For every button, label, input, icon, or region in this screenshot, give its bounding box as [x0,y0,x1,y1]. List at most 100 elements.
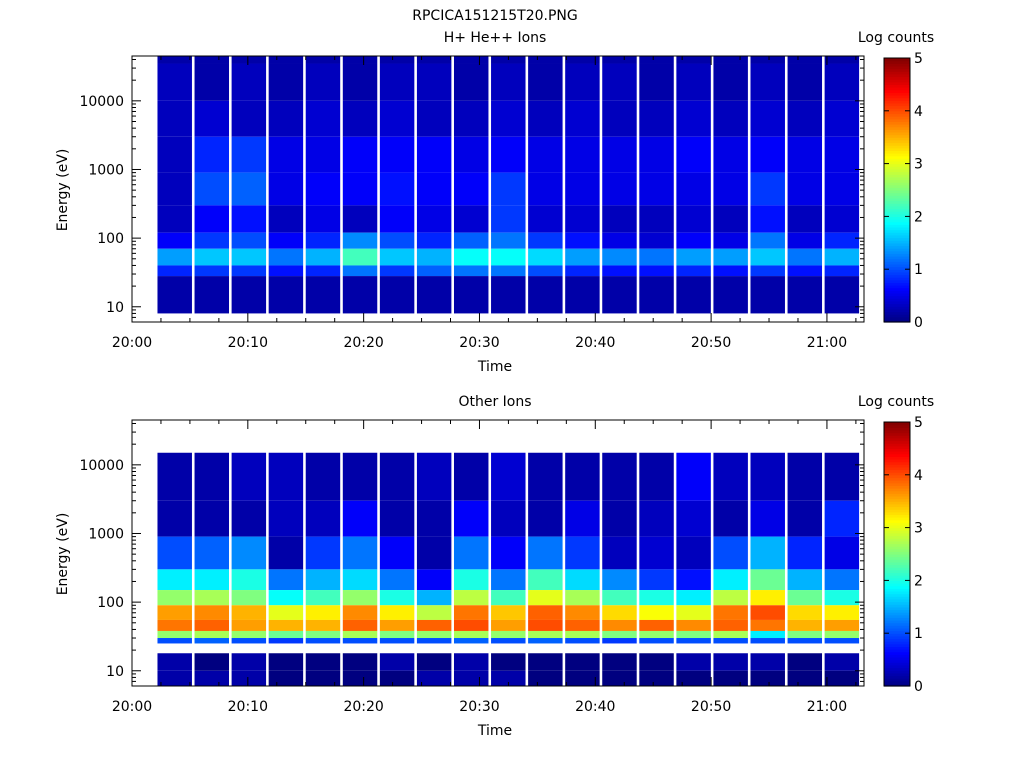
heatmap-cell [342,205,378,233]
heatmap-cell [157,630,192,639]
colorbar-segment [884,174,910,178]
colorbar-segment [884,543,910,547]
colorbar-segment [884,269,910,273]
heatmap-cell [750,56,785,64]
heatmap-cell [602,605,637,620]
colorbar-segment [884,76,910,80]
heatmap-cell [416,630,452,639]
colorbar-segment [884,601,910,605]
heatmap-cell [305,205,341,233]
x-tick-label: 20:30 [459,699,499,715]
heatmap-cell [379,205,415,233]
heatmap-cell [750,248,785,266]
heatmap-cell [787,205,823,233]
heatmap-cell [305,63,341,101]
heatmap-cell [565,276,600,314]
colorbar-segment [884,453,910,457]
colorbar-segment [884,68,910,72]
heatmap-cell [824,205,860,233]
heatmap-cell [565,100,600,137]
heatmap-cell [676,590,711,606]
heatmap-cell [379,590,415,606]
colorbar-segment [884,92,910,96]
heatmap-cell [231,653,267,671]
colorbar-segment [884,258,910,262]
colorbar-segment [884,116,910,120]
colorbar-tick-label: 4 [914,468,923,484]
colorbar-segment [884,506,910,510]
heatmap-cell [750,205,785,233]
heatmap-cell [453,172,489,206]
x-tick-label: 20:10 [228,699,268,715]
heatmap-cell [602,670,637,686]
heatmap-cell [528,670,563,686]
colorbar-segment [884,538,910,542]
colorbar-segment [884,546,910,550]
colorbar-tick-label: 0 [914,679,923,695]
heatmap-cell [231,56,267,64]
heatmap-cell [305,265,341,277]
heatmap-cell [602,590,637,606]
heatmap-cell [787,569,823,591]
heatmap-cell [713,500,748,537]
x-tick-label: 20:20 [343,699,383,715]
heatmap-cell [824,56,860,64]
heatmap-cell [565,136,600,173]
heatmap-cell [639,500,674,537]
heatmap-cell [157,590,192,606]
colorbar-segment [884,495,910,500]
colorbar-segment [884,147,910,151]
heatmap-cell [453,276,489,314]
colorbar-segment [884,540,910,545]
x-tick-label: 20:00 [112,699,152,715]
colorbar-segment [884,145,910,149]
heatmap-cell [379,248,415,266]
heatmap-cell [194,100,230,137]
heatmap-cell [453,100,489,137]
heatmap-cell [231,276,267,314]
heatmap-cell [379,619,415,631]
colorbar-segment [884,651,910,655]
colorbar-segment [884,131,910,136]
heatmap-cell [194,569,230,591]
heatmap-cell [713,56,748,64]
heatmap-cell [676,653,711,671]
colorbar-segment [884,137,910,141]
colorbar-segment [884,440,910,444]
heatmap-cell [305,638,341,644]
heatmap-cell [379,605,415,620]
heatmap-cell [528,605,563,620]
heatmap-cell [602,136,637,173]
colorbar-frame [883,421,911,687]
heatmap-cell [342,653,378,671]
colorbar-label: Log counts [858,394,934,410]
heatmap-cell [824,569,860,591]
heatmap-cell [824,276,860,314]
colorbar-segment [884,493,910,497]
heatmap-cell [676,452,711,501]
heatmap-cell [491,265,526,277]
x-tick-label: 20:40 [575,335,615,351]
heatmap-cell [750,569,785,591]
colorbar-segment [884,564,910,568]
colorbar-segment [884,234,910,239]
heatmap-cell [750,136,785,173]
colorbar-segment [884,519,910,523]
heatmap-cell [342,56,378,64]
heatmap-cell [824,63,860,101]
heatmap-cell [194,605,230,620]
heatmap-cell [639,630,674,639]
heatmap-cell [305,630,341,639]
colorbar-tick-label: 1 [914,262,923,278]
colorbar-segment [884,524,910,529]
colorbar-segment [884,221,910,225]
colorbar-segment [884,298,910,302]
heatmap-cell [787,500,823,537]
heatmap-cell [268,500,304,537]
heatmap-cell [676,56,711,64]
heatmap-cell [787,670,823,686]
colorbar-segment [884,427,910,431]
heatmap-cell [750,63,785,101]
y-tick-label: 10000 [79,94,124,110]
colorbar-segment [884,242,910,247]
